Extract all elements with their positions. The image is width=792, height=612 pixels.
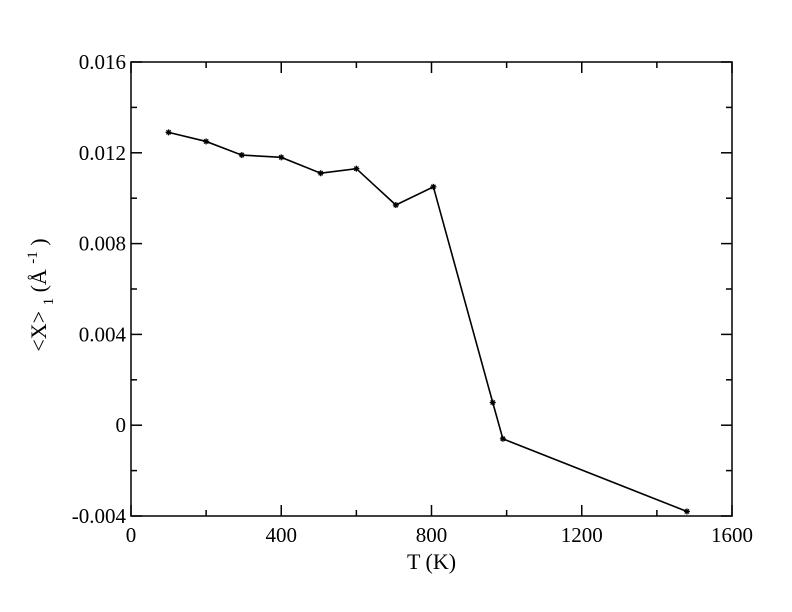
data-point-stroke [278, 154, 284, 160]
y-tick-label: 0 [116, 413, 127, 437]
data-point-stroke [239, 152, 245, 158]
x-axis-label: T (K) [407, 549, 456, 574]
plot-frame [130, 61, 733, 517]
data-point-stroke [500, 436, 506, 442]
series-layer [165, 129, 690, 515]
data-point [165, 129, 172, 136]
data-point [317, 170, 324, 177]
data-point-stroke [490, 399, 496, 406]
y-axis-label-unit-close: ) [26, 238, 51, 245]
data-point [430, 183, 437, 190]
y-axis-label-unit-open: (Å [26, 269, 51, 292]
axis-tick-labels: 0 400 800 1200 1600-0.00400.0040.0080.0120.0… [72, 50, 753, 547]
data-point [203, 138, 210, 145]
x-tick-label: 1600 [711, 523, 753, 547]
x-tick-label: 800 [416, 523, 448, 547]
y-axis-label-superscript: -1 [25, 251, 41, 264]
data-point-stroke [203, 138, 209, 145]
y-axis-label-subscript: 1 [41, 298, 57, 306]
y-tick-label: 0.008 [79, 232, 126, 256]
data-point-stroke [166, 129, 172, 135]
x-tick-label: 400 [266, 523, 298, 547]
data-point [278, 154, 285, 161]
x-tick-label: 0 [126, 523, 137, 547]
data-point-stroke [684, 508, 690, 515]
data-point [499, 435, 506, 442]
y-axis-label: <X> 1 (Å -1 ) [17, 238, 58, 351]
y-tick-label: 0.004 [79, 322, 127, 346]
data-point [353, 165, 360, 172]
data-point [683, 508, 690, 515]
data-point-stroke [393, 202, 399, 208]
data-point-stroke [430, 184, 436, 190]
y-tick-label: 0.012 [79, 141, 126, 165]
x-tick-label: 1200 [561, 523, 603, 547]
data-point [238, 152, 245, 159]
y-tick-label: -0.004 [72, 504, 127, 528]
data-point [489, 399, 496, 406]
data-point-stroke [318, 170, 324, 176]
data-point [392, 202, 399, 209]
data-point-stroke [353, 166, 359, 172]
y-axis-label-base: <X> [26, 311, 51, 352]
y-tick-label: 0.016 [79, 50, 126, 74]
